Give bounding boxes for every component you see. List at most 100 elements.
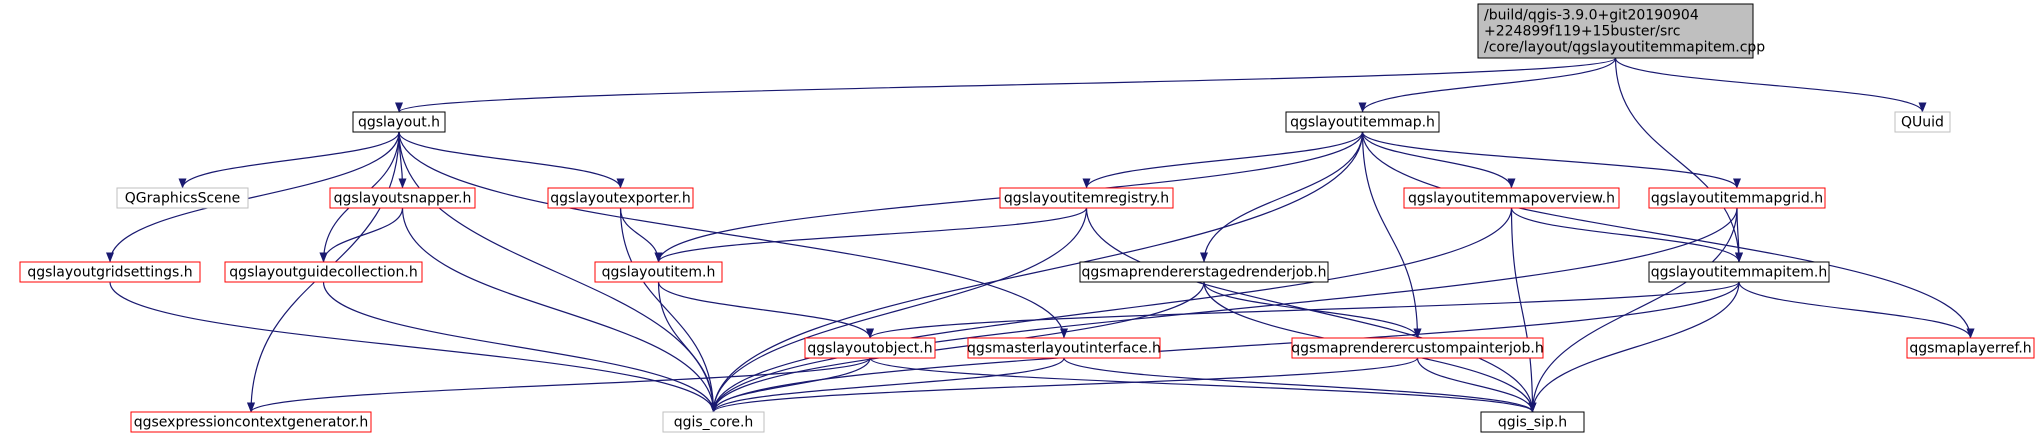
edge-line	[1361, 131, 1975, 339]
edge-qgslayoutitemmapoverview_h-to-qgslayoutitemmapitem_h	[1510, 207, 1743, 263]
node-quuid: QUuid	[1894, 111, 1951, 133]
edge-line	[1738, 281, 1975, 339]
edge-qgslayoutitemmapitem_h-to-qgis_core_h	[709, 281, 1740, 413]
node-qgsmaprenderercustompainterjob-h[interactable]: qgsmaprenderercustompainterjob.h	[1291, 337, 1544, 359]
edge-line	[709, 207, 1513, 413]
edge-qgsmaprenderercustompainterjob_h-to-qgis_sip_h	[1416, 357, 1537, 413]
node-box	[329, 187, 476, 209]
node-qgslayoutitemregistry-h[interactable]: qgslayoutitemregistry.h	[999, 187, 1174, 209]
edge-qgslayoutitemmapgrid_h-to-qgslayoutitemmapitem_h	[1734, 207, 1743, 263]
edge-qgslayoutguidecollection_h-to-qgis_core_h	[322, 281, 718, 413]
edge-qgslayout_h-to-qgslayoutexporter_h	[398, 131, 625, 189]
node-box	[547, 187, 694, 209]
node-label: qgslayout.h	[358, 115, 440, 131]
node-qgslayoutitemmap-h[interactable]: qgslayoutitemmap.h	[1285, 111, 1440, 133]
node-qgraphicsscene: QGraphicsScene	[116, 187, 249, 209]
edge-line	[709, 131, 1364, 413]
edge-qgslayoutitemregistry_h-to-qgslayoutitem_h	[654, 207, 1088, 263]
node-qgslayoutguidecollection-h[interactable]: qgslayoutguidecollection.h	[224, 261, 423, 283]
edge-qgslayoutitemmapitem_h-to-qgsmaplayerref_h	[1738, 281, 1975, 339]
node-qgsmaprendererstagedrenderjob-h[interactable]: qgsmaprendererstagedrenderjob.h	[1079, 261, 1329, 283]
edge-qgslayoutitemmap_h-to-qgsmaprendererstagedrenderjob_h	[1200, 131, 1364, 263]
edge-line	[1200, 131, 1364, 263]
node-label: qgis_core.h	[674, 415, 754, 431]
node-qgsmasterlayoutinterface-h[interactable]: qgsmasterlayoutinterface.h	[967, 337, 1161, 359]
edge-line	[709, 207, 1738, 413]
node-qgslayoutitem-h[interactable]: qgslayoutitem.h	[594, 261, 723, 283]
edge-qgslayout_h-to-qgraphicsscene	[178, 131, 400, 189]
node-qgslayoutitemmapgrid-h[interactable]: qgslayoutitemmapgrid.h	[1648, 187, 1826, 209]
node-box	[116, 187, 249, 209]
edge-line	[1510, 207, 1743, 263]
edge-line	[619, 207, 663, 263]
edge-line	[1358, 57, 1617, 113]
edge-qgslayoutsnapper_h-to-qgis_core_h	[401, 207, 718, 413]
node-label: qgslayoutsnapper.h	[334, 191, 472, 207]
edge-line	[709, 357, 871, 413]
node-label: qgslayoutitemmap.h	[1290, 115, 1435, 131]
edge-qgslayoutitem_h-to-qgis_core_h	[657, 281, 718, 413]
edge-line	[657, 281, 874, 339]
edge-qgslayoutitemmapoverview_h-to-qgis_core_h	[709, 207, 1513, 413]
edge-qgslayoutitemmap_h-to-qgslayoutitemmapoverview_h	[1361, 131, 1516, 189]
node-qgslayoutsnapper-h[interactable]: qgslayoutsnapper.h	[329, 187, 476, 209]
node-qgsexpressioncontextgenerator-h[interactable]: qgsexpressioncontextgenerator.h	[130, 411, 372, 433]
node-label: QUuid	[1901, 115, 1944, 131]
edge-qgslayoutsnapper_h-to-qgslayoutguidecollection_h	[319, 207, 404, 263]
node-box	[1648, 261, 1830, 283]
node-root[interactable]: /build/qgis-3.9.0+git20190904+224899f119…	[1477, 3, 1765, 59]
node-label: qgslayoutitemmapgrid.h	[1651, 191, 1823, 207]
node-qgslayoutobject-h[interactable]: qgslayoutobject.h	[804, 337, 936, 359]
edge-qgslayoutexporter_h-to-qgis_core_h	[619, 207, 718, 413]
edge-qgslayoutitemmap_h-to-qgsmaprenderercustompainterjob_h	[1361, 131, 1422, 339]
node-box	[999, 187, 1174, 209]
node-label: qgsmaplayerref.h	[1909, 341, 2031, 357]
edge-line	[1361, 131, 1422, 339]
node-box	[1906, 337, 2035, 359]
node-qgslayoutitemmapoverview-h[interactable]: qgslayoutitemmapoverview.h	[1403, 187, 1620, 209]
edge-qgslayoutexporter_h-to-qgslayoutitem_h	[619, 207, 663, 263]
edge-line	[1361, 131, 1741, 189]
edge-root-to-qgslayoutitemmap_h	[1358, 57, 1617, 113]
node-box	[594, 261, 723, 283]
edge-qgsmasterlayoutinterface_h-to-qgis_sip_h	[1063, 357, 1537, 413]
edge-line	[319, 207, 404, 263]
node-qgslayout-h[interactable]: qgslayout.h	[352, 111, 446, 133]
node-box	[1285, 111, 1440, 133]
edge-qgslayoutobject_h-to-qgsexpressioncontextgenerator_h	[247, 357, 871, 413]
node-box	[1403, 187, 1620, 209]
node-label: +224899f119+15buster/src	[1484, 24, 1680, 40]
edge-line	[709, 357, 1065, 413]
edge-line	[109, 281, 718, 413]
node-qgslayoutexporter-h[interactable]: qgslayoutexporter.h	[547, 187, 694, 209]
node-box	[1477, 3, 1754, 59]
node-qgslayoutgridsettings-h[interactable]: qgslayoutgridsettings.h	[19, 261, 201, 283]
node-qgslayoutitemmapitem-h[interactable]: qgslayoutitemmapitem.h	[1648, 261, 1830, 283]
edge-line	[1528, 207, 1738, 413]
node-label: qgsmaprenderercustompainterjob.h	[1291, 341, 1543, 357]
edge-qgslayoutitemmapoverview_h-to-qgis_sip_h	[1510, 207, 1537, 413]
node-label: qgsmasterlayoutinterface.h	[967, 341, 1161, 357]
node-qgis-sip-h[interactable]: qgis_sip.h	[1480, 411, 1585, 433]
node-box	[662, 411, 765, 433]
node-label: qgslayoutobject.h	[807, 341, 932, 357]
node-qgis-core-h: qgis_core.h	[662, 411, 765, 433]
edge-qgsmaprendererstagedrenderjob_h-to-qgis_core_h	[709, 281, 1205, 413]
node-box	[19, 261, 201, 283]
edge-line	[657, 281, 718, 413]
edge-qgsmaprenderercustompainterjob_h-to-qgis_core_h	[709, 357, 1419, 413]
node-qgsmaplayerref-h[interactable]: qgsmaplayerref.h	[1906, 337, 2035, 359]
edge-line	[398, 131, 625, 189]
edge-line	[1416, 357, 1537, 413]
edge-qgslayoutitemmap_h-to-qgslayoutitemmapgrid_h	[1361, 131, 1741, 189]
edge-qgslayoutobject_h-to-qgis_core_h	[709, 357, 871, 413]
edge-line	[178, 131, 400, 189]
node-box	[352, 111, 446, 133]
edge-line	[869, 357, 1537, 413]
edge-line	[709, 207, 1088, 413]
edge-line	[1361, 131, 1516, 189]
node-box	[804, 337, 936, 359]
edge-qgslayoutitemmapitem_h-to-qgslayoutobject_h	[866, 281, 1740, 339]
edge-layer	[106, 57, 1975, 413]
node-label: qgis_sip.h	[1498, 415, 1567, 431]
